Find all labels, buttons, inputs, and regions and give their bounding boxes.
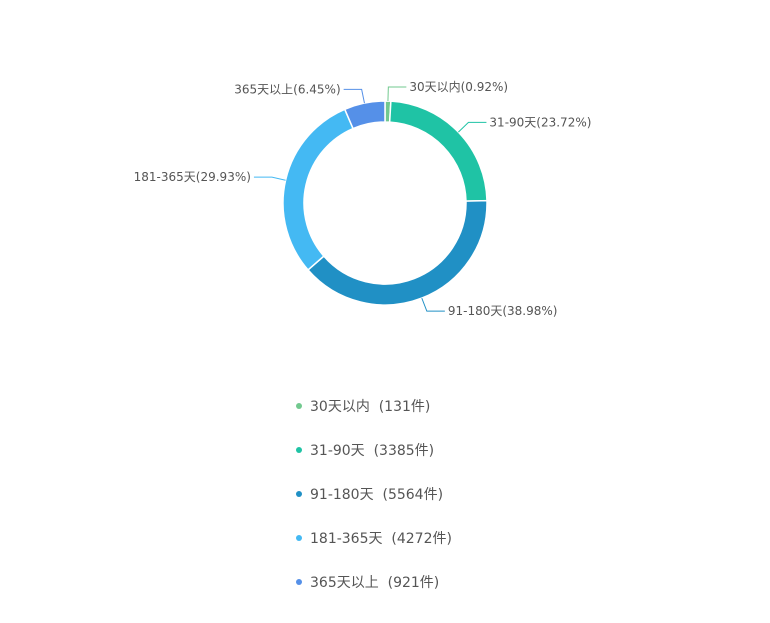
legend: 30天以内 (131件) 31-90天 (3385件) 91-180天 (556… <box>296 384 452 604</box>
slice-label-30days: 30天以内(0.92%) <box>409 80 508 94</box>
legend-dot-over-365days <box>296 579 302 585</box>
leader-line-30days <box>387 86 407 102</box>
legend-dot-31-90days <box>296 447 302 453</box>
legend-item-91-180days[interactable]: 91-180天 (5564件) <box>296 472 452 516</box>
legend-dot-181-365days <box>296 535 302 541</box>
legend-label-181-365days: 181-365天 (4272件) <box>310 531 452 547</box>
slice-label-91-180days: 91-180天(38.98%) <box>448 304 558 318</box>
legend-label-30days: 30天以内 (131件) <box>310 399 431 415</box>
donut-slice-over-365days[interactable] <box>343 100 386 130</box>
legend-item-30days[interactable]: 30天以内 (131件) <box>296 384 452 428</box>
donut-slice-31-90days[interactable] <box>388 100 488 202</box>
donut-slice-91-180days[interactable] <box>306 199 488 306</box>
leader-line-181-365days <box>253 176 286 181</box>
slice-label-181-365days: 181-365天(29.93%) <box>134 170 251 184</box>
legend-item-181-365days[interactable]: 181-365天 (4272件) <box>296 516 452 560</box>
leader-line-91-180days <box>421 297 445 312</box>
legend-label-91-180days: 91-180天 (5564件) <box>310 487 444 503</box>
slice-label-over-365days: 365天以上(6.45%) <box>234 82 340 96</box>
legend-item-over-365days[interactable]: 365天以上 (921件) <box>296 560 452 604</box>
legend-label-31-90days: 31-90天 (3385件) <box>310 443 435 459</box>
legend-dot-30days <box>296 403 302 409</box>
legend-item-31-90days[interactable]: 31-90天 (3385件) <box>296 428 452 472</box>
legend-dot-91-180days <box>296 491 302 497</box>
donut-slice-181-365days[interactable] <box>282 108 355 271</box>
leader-line-over-365days <box>343 88 365 104</box>
legend-label-over-365days: 365天以上 (921件) <box>310 575 440 591</box>
slice-label-31-90days: 31-90天(23.72%) <box>489 115 591 129</box>
leader-line-31-90days <box>458 121 487 133</box>
